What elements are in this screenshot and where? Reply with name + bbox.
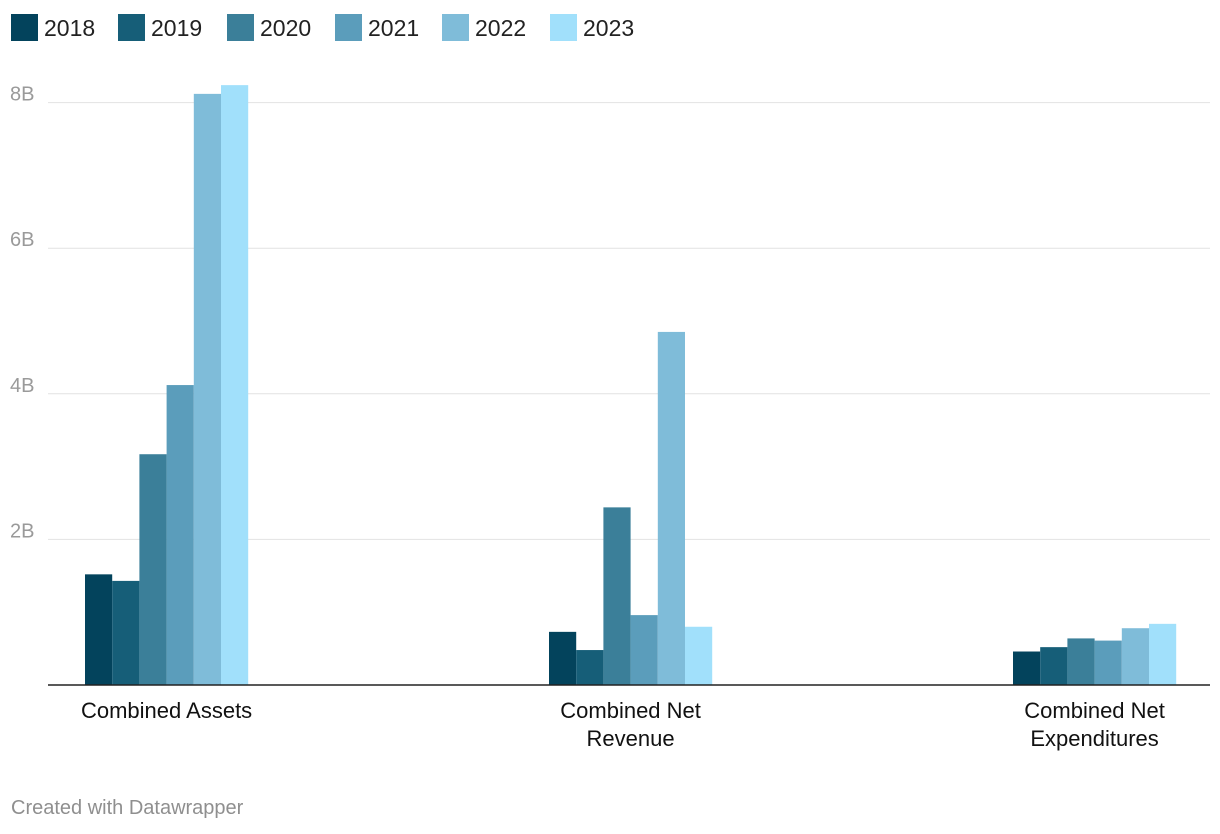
legend-label-2020: 2020 xyxy=(260,15,311,41)
bar-2019-category-3 xyxy=(1040,647,1068,685)
bar-2020-category-3 xyxy=(1067,638,1095,685)
legend-label-2021: 2021 xyxy=(368,15,419,41)
legend-swatch-2022 xyxy=(442,14,469,41)
category-label: Combined Net Expenditures xyxy=(1024,698,1165,751)
category-label: Combined Net Revenue xyxy=(560,698,701,751)
legend-swatch-2021 xyxy=(335,14,362,41)
y-tick-label: 8B xyxy=(10,84,34,106)
legend-swatch-2020 xyxy=(227,14,254,41)
legend-swatch-2019 xyxy=(118,14,145,41)
bar-2023-category-2 xyxy=(685,626,713,685)
legend-swatch-2023 xyxy=(550,14,577,41)
y-tick-label: 4B xyxy=(10,375,34,397)
legend-label-2023: 2023 xyxy=(583,15,634,41)
legend-label-2018: 2018 xyxy=(44,15,95,41)
bar-2023-category-1 xyxy=(221,85,249,686)
bar-2019-category-1 xyxy=(112,580,140,685)
bar-2018-category-2 xyxy=(549,631,577,685)
bar-2019-category-2 xyxy=(576,650,604,685)
bar-2023-category-3 xyxy=(1149,623,1177,685)
bar-2022-category-2 xyxy=(657,331,685,685)
legend-label-2019: 2019 xyxy=(151,15,202,41)
category-label-line: Combined Assets xyxy=(81,698,252,723)
bar-2020-category-1 xyxy=(139,454,167,685)
legend-swatch-2018 xyxy=(11,14,38,41)
bar-2018-category-3 xyxy=(1013,651,1041,685)
category-label-line: Combined Net xyxy=(560,698,701,723)
footer-credit: Created with Datawrapper xyxy=(11,797,244,819)
bar-2018-category-1 xyxy=(85,574,113,685)
bar-2021-category-1 xyxy=(166,385,194,685)
bar-2021-category-2 xyxy=(630,615,658,685)
bar-2022-category-1 xyxy=(193,93,221,685)
category-label-line: Expenditures xyxy=(1030,726,1158,751)
legend-label-2022: 2022 xyxy=(475,15,526,41)
y-tick-label: 6B xyxy=(10,229,34,251)
bar-2020-category-2 xyxy=(603,507,631,685)
bar-2021-category-3 xyxy=(1094,640,1122,685)
category-label-line: Combined Net xyxy=(1024,698,1165,723)
bar-2022-category-3 xyxy=(1121,628,1149,685)
category-label-line: Revenue xyxy=(587,726,675,751)
category-label: Combined Assets xyxy=(81,698,252,723)
y-tick-label: 2B xyxy=(10,520,34,542)
